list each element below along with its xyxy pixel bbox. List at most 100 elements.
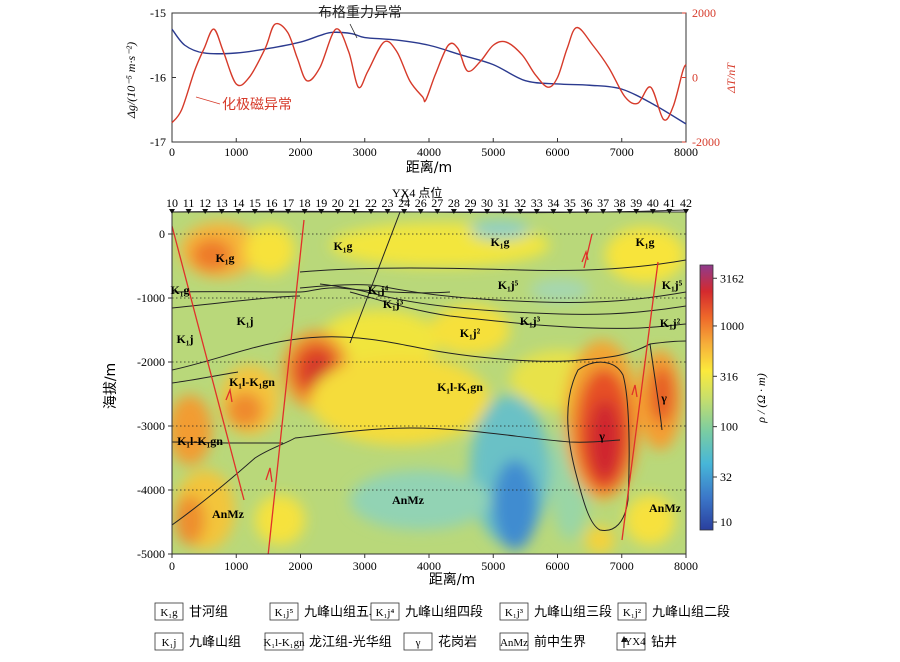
- colorbar-tick-label: 3162: [720, 271, 744, 285]
- top-x-tick-label: 4000: [417, 145, 441, 159]
- station-number: 26: [415, 196, 427, 210]
- colorbar-gradient: [699, 264, 714, 531]
- colorbar-label: ρ / (Ω · m): [754, 373, 768, 423]
- station-marker-icon: [202, 209, 209, 214]
- unit-label: K₁g: [334, 239, 353, 253]
- unit-label: K₁j²: [660, 316, 681, 330]
- station-number: 29: [464, 196, 476, 210]
- top-x-tick-label: 3000: [353, 145, 377, 159]
- legend-item: K₁j² 九峰山组二段: [617, 602, 730, 621]
- station-number: 37: [597, 196, 609, 210]
- unit-label: K₁j⁵: [498, 278, 519, 292]
- magnetic-tick-label: -2000: [692, 135, 720, 149]
- legend-symbol: K₁j⁵: [275, 607, 294, 619]
- top-x-tick-label: 2000: [289, 145, 313, 159]
- gravity-tick-label: -17: [150, 135, 166, 149]
- legend-swatch: [269, 602, 299, 621]
- station-number: 33: [531, 196, 543, 210]
- station-number: 16: [265, 196, 277, 210]
- station-number: 22: [365, 196, 377, 210]
- unit-label: AnMz: [649, 501, 682, 515]
- colorbar-tick-label: 1000: [720, 319, 744, 333]
- legend-symbol: AnMz: [500, 637, 528, 649]
- legend-text: 九峰山组: [189, 635, 241, 650]
- resistivity-blobs: [172, 220, 685, 554]
- station-number: 17: [282, 196, 294, 210]
- station-marker-icon: [533, 209, 540, 214]
- top-x-tick-label: 1000: [224, 145, 248, 159]
- top-x-tick-label: 8000: [674, 145, 698, 159]
- well-label: YX4 点位: [392, 185, 442, 200]
- station-marker-icon: [600, 209, 607, 214]
- gravity-tick-label: -16: [150, 71, 166, 85]
- drill-well-icon: [621, 636, 627, 642]
- unit-label: K₁j³: [520, 314, 541, 328]
- section-y-tick-label: -5000: [137, 547, 165, 561]
- legend-item: K₁j 九峰山组: [154, 632, 241, 651]
- top-x-tick-label: 0: [169, 145, 175, 159]
- section-x-axis-label: 距离/m: [429, 571, 475, 588]
- legend-text: 九峰山组五段: [304, 605, 382, 620]
- colorbar-tick-label: 316: [720, 369, 738, 383]
- gravity-series-label: 布格重力异常: [318, 5, 402, 21]
- legend-text: 花岗岩: [438, 634, 477, 650]
- section-y-tick-label: -3000: [137, 419, 165, 433]
- section-x-tick-label: 3000: [353, 559, 377, 573]
- station-number: 12: [199, 196, 211, 210]
- legend-item: K₁j³ 九峰山组三段: [499, 602, 612, 621]
- station-number: 19: [315, 196, 327, 210]
- legend-symbol: γ: [415, 637, 421, 649]
- unit-label: AnMz: [212, 507, 245, 521]
- station-marker-icon: [351, 209, 358, 214]
- station-number: 32: [514, 196, 526, 210]
- unit-label: K₁g: [171, 283, 190, 297]
- magnetic-label-leader: [195, 96, 221, 105]
- top-x-tick-label: 6000: [546, 145, 570, 159]
- station-marker-icon: [649, 209, 656, 214]
- legend-item: γ 花岗岩: [403, 632, 477, 651]
- legend-symbol: K₁j⁴: [376, 607, 395, 619]
- station-number: 42: [680, 196, 692, 210]
- resistivity-field: [172, 212, 686, 554]
- legend-swatch: [499, 602, 529, 621]
- legend-item: K₁j⁵ 九峰山组五段: [269, 602, 382, 621]
- station-marker-icon: [268, 209, 275, 214]
- legend-text: 甘河组: [189, 605, 228, 620]
- section-y-tick-label: 0: [159, 227, 165, 241]
- station-marker-icon: [318, 209, 325, 214]
- top-x-axis-label: 距离/m: [406, 159, 452, 176]
- station-number: 10: [166, 196, 178, 210]
- colorbar-tick-label: 10: [720, 515, 732, 529]
- station-number: 41: [663, 196, 675, 210]
- unit-label: K₁j⁵: [662, 278, 683, 292]
- section-x-tick-label: 6000: [546, 559, 570, 573]
- legend-swatch: [154, 602, 184, 621]
- unit-label: K₁j³: [383, 297, 404, 311]
- station-marker-icon: [566, 209, 573, 214]
- section-y-axis-ticks: 0 -1000 -2000 -3000 -4000 -5000: [137, 227, 172, 561]
- section-y-tick-label: -1000: [137, 291, 165, 305]
- legend-item: K₁l-K₁gn 龙江组-光华组: [263, 632, 392, 651]
- magnetic-series-label: 化极磁异常: [222, 97, 292, 113]
- unit-label: γ: [598, 429, 605, 443]
- magnetic-anomaly-line: [171, 22, 687, 124]
- legend-text: 前中生界: [534, 634, 586, 650]
- top-x-axis-ticks: 0 1000 2000 3000 4000 5000 6000 7000 8000: [169, 138, 698, 159]
- station-marker-icon: [251, 209, 258, 214]
- station-number: 27: [431, 196, 443, 210]
- section-x-tick-label: 4000: [417, 559, 441, 573]
- legend-swatch: [403, 632, 433, 651]
- legend-symbol: K₁j²: [623, 607, 642, 619]
- legend-item: YX4 钻井: [616, 632, 677, 651]
- unit-label: K₁j: [177, 332, 194, 346]
- legend-symbol: YX4: [624, 636, 646, 648]
- station-marker-icon: [218, 209, 225, 214]
- station-marker-icon: [384, 209, 391, 214]
- section-x-tick-label: 8000: [674, 559, 698, 573]
- station-number: 34: [547, 196, 559, 210]
- station-marker-icon: [334, 209, 341, 214]
- station-marker-icon: [169, 209, 175, 214]
- unit-label: AnMz: [392, 493, 425, 507]
